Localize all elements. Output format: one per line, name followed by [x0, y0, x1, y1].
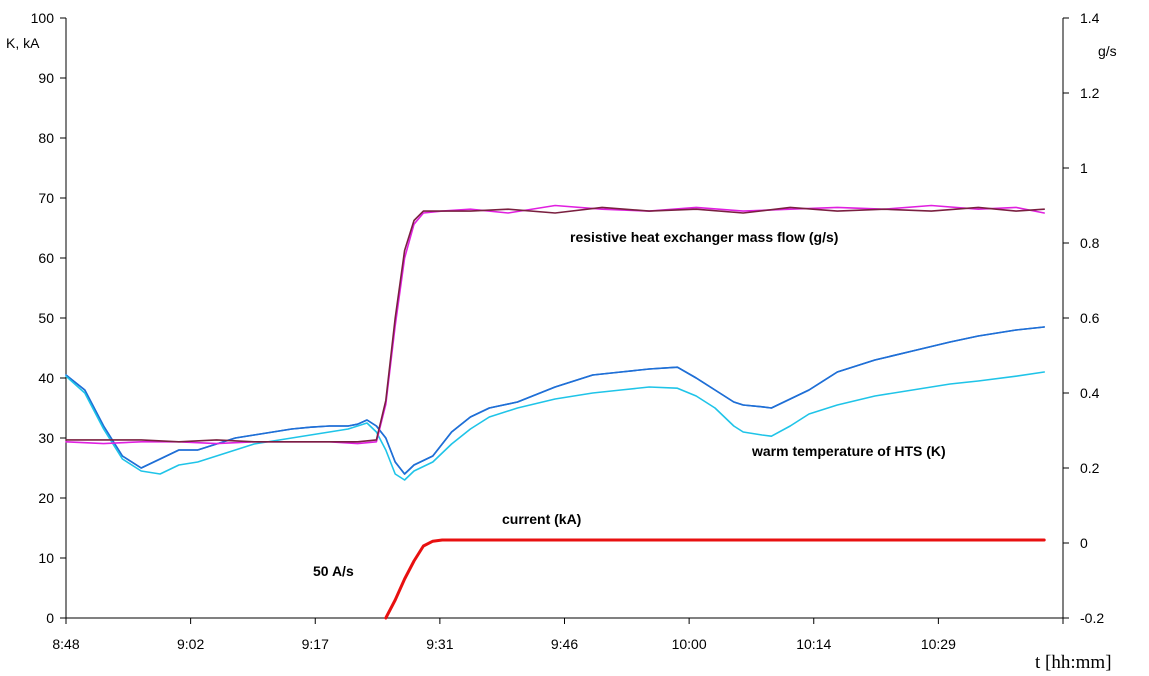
- hts-temperature-label: warm temperature of HTS (K): [751, 443, 946, 459]
- y-tick-label: 40: [38, 370, 54, 386]
- y-tick-label: 20: [38, 490, 54, 506]
- series-line-2: [65, 371, 1045, 481]
- y-tick-label: 50: [38, 310, 54, 326]
- x-tick-label: 9:46: [551, 636, 578, 652]
- y2-tick-label: 0.4: [1080, 385, 1100, 401]
- y-tick-label: 90: [38, 70, 54, 86]
- y-tick-label: 30: [38, 430, 54, 446]
- y2-tick-label: -0.2: [1080, 610, 1104, 626]
- axes: 0 10 20 30 40 50 60 70 80 90 100 -0.2 0 0.2 0.4 0.6 0.8 1…: [31, 10, 1105, 652]
- x-tick-label: 10:14: [796, 636, 831, 652]
- y2-axis-label: g/s: [1098, 43, 1117, 59]
- x-tick-label: 10:00: [672, 636, 707, 652]
- y2-tick-label: 1.4: [1080, 10, 1100, 26]
- series-layer: [65, 204, 1046, 620]
- series-line-5: [384, 538, 1046, 620]
- y2-tick-label: 0.2: [1080, 460, 1100, 476]
- y-tick-label: 60: [38, 250, 54, 266]
- y-axis-label: K, kA: [6, 35, 40, 51]
- y-tick-label: 100: [31, 10, 55, 26]
- y-tick-label: 80: [38, 130, 54, 146]
- y2-tick-label: 0: [1080, 535, 1088, 551]
- ramp-rate-label: 50 A/s: [313, 563, 354, 579]
- y2-tick-label: 0.6: [1080, 310, 1100, 326]
- x-tick-label: 9:17: [302, 636, 329, 652]
- y-tick-label: 70: [38, 190, 54, 206]
- y2-tick-label: 1.2: [1080, 85, 1100, 101]
- x-axis-title: t [hh:mm]: [1035, 652, 1112, 673]
- y-tick-label: 0: [46, 610, 54, 626]
- x-tick-label: 8:48: [52, 636, 79, 652]
- series-line-1: [65, 326, 1045, 475]
- series-line-3: [65, 204, 1045, 445]
- x-tick-label: 10:29: [921, 636, 956, 652]
- x-tick-label: 9:31: [426, 636, 453, 652]
- current-label: current (kA): [502, 511, 581, 527]
- annotations: K, kA g/s t [hh:mm] resistive heat excha…: [6, 35, 1117, 673]
- y-tick-label: 10: [38, 550, 54, 566]
- y2-tick-label: 0.8: [1080, 235, 1100, 251]
- series-line-4: [65, 206, 1045, 443]
- mass-flow-label: resistive heat exchanger mass flow (g/s): [570, 229, 838, 245]
- x-tick-label: 9:02: [177, 636, 204, 652]
- y2-tick-label: 1: [1080, 160, 1088, 176]
